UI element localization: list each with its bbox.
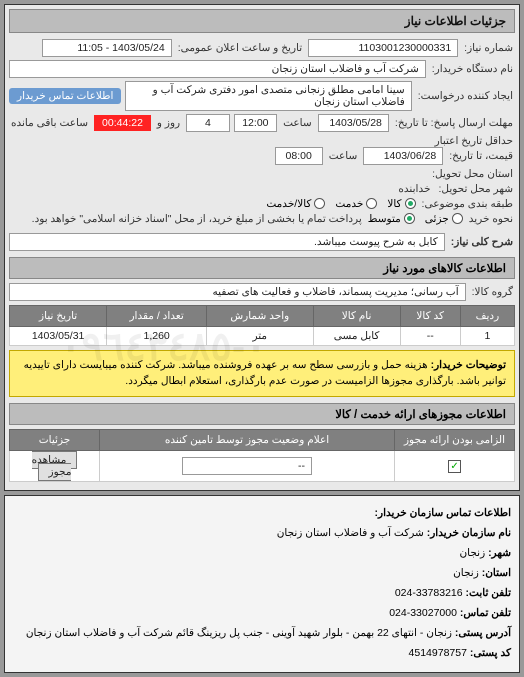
purchase-label: نحوه خرید — [467, 213, 515, 225]
goods-group-value: آب رسانی؛ مدیریت پسماند، فاضلاب و فعالیت… — [9, 283, 466, 301]
contact-province-value: زنجان — [453, 567, 479, 579]
need-number-value: 1103001230000331 — [308, 39, 458, 57]
purchase-opt-mid[interactable]: متوسط — [368, 213, 415, 225]
required-checkbox[interactable] — [448, 460, 461, 473]
contact-org-value: شرکت آب و فاضلاب استان زنجان — [277, 527, 424, 539]
contact-phone-label: تلفن ثابت: — [466, 587, 511, 599]
cell-row: 1 — [460, 326, 514, 345]
section-header-need: جزئیات اطلاعات نیاز — [9, 9, 515, 33]
remain-timer: 00:44:22 — [94, 115, 151, 131]
delivery-city-label: شهر محل تحویل: — [436, 183, 515, 195]
cell-code: -- — [400, 326, 460, 345]
goods-table: ردیف کد کالا نام کالا واحد شمارش تعداد /… — [9, 305, 515, 346]
budget-opt-service-label: خدمت — [335, 198, 363, 210]
col-row: ردیف — [460, 305, 514, 326]
credit-deadline-label2: قیمت، تا تاریخ: — [447, 150, 515, 162]
col-need-date: تاریخ نیاز — [10, 305, 107, 326]
remain-days-label: روز و — [155, 117, 182, 129]
desc-label: شرح کلی نیاز: — [449, 236, 515, 248]
budget-radio-group: کالا خدمت کالا/خدمت — [266, 198, 415, 210]
cell-details: مشاهده مجوز — [10, 451, 100, 482]
requester-value: سینا امامی مطلق زنجانی متصدی امور دفتری … — [125, 81, 411, 111]
budget-opt-both-label: کالا/خدمت — [266, 198, 311, 210]
contact-address-value: زنجان - انتهای 22 بهمن - بلوار شهید آوین… — [26, 627, 452, 639]
credit-date-value: 1403/06/28 — [363, 147, 443, 165]
delivery-city-value: خدابنده — [396, 183, 432, 195]
permits-table: الزامی بودن ارائه مجوز اعلام وضعیت مجوز … — [9, 429, 515, 482]
contact-org-label: نام سازمان خریدار: — [427, 527, 511, 539]
credit-deadline-label1: حداقل تاریخ اعتبار — [433, 135, 515, 148]
need-datetime-label: تاریخ و ساعت اعلان عمومی: — [176, 42, 304, 54]
col-required: الزامی بودن ارائه مجوز — [395, 430, 515, 451]
reply-deadline-label: مهلت ارسال پاسخ: تا تاریخ: — [393, 117, 515, 129]
remain-days-value: 4 — [186, 114, 229, 132]
cell-status: -- — [100, 451, 395, 482]
buyer-contact-link[interactable]: اطلاعات تماس خریدار — [9, 88, 121, 104]
radio-icon — [405, 198, 416, 209]
need-number-label: شماره نیاز: — [462, 42, 515, 54]
cell-required — [395, 451, 515, 482]
permits-header: اطلاعات مجوزهای ارائه خدمت / کالا — [9, 403, 515, 425]
buyer-value: شرکت آب و فاضلاب استان زنجان — [9, 60, 426, 78]
radio-icon — [366, 198, 377, 209]
buyer-note-label: توضیحات خریدار: — [431, 359, 506, 371]
col-status: اعلام وضعیت مجوز توسط تامین کننده — [100, 430, 395, 451]
view-permit-button[interactable]: مشاهده مجوز — [32, 451, 78, 481]
remain-timer-label: ساعت باقی مانده — [9, 117, 90, 129]
purchase-opt-partial[interactable]: جزئی — [425, 213, 463, 225]
need-datetime-value: 1403/05/24 - 11:05 — [42, 39, 172, 57]
cell-need-date: 1403/05/31 — [10, 326, 107, 345]
table-row: -- مشاهده مجوز — [10, 451, 515, 482]
radio-icon — [452, 213, 463, 224]
contact-block: اطلاعات تماس سازمان خریدار: نام سازمان خ… — [4, 495, 520, 673]
purchase-radio-group: جزئی متوسط — [368, 213, 463, 225]
contact-zip-value: 4514978757 — [409, 647, 467, 659]
contact-zip-label: کد پستی: — [470, 647, 511, 659]
contact-fax-value: 33027000-024 — [389, 607, 457, 619]
budget-opt-both[interactable]: کالا/خدمت — [266, 198, 325, 210]
delivery-province-label: استان محل تحویل: — [430, 168, 515, 180]
col-code: کد کالا — [400, 305, 460, 326]
table-row: 1 -- کابل مسی متر 1,260 1403/05/31 — [10, 326, 515, 345]
contact-city-label: شهر: — [488, 547, 511, 559]
contact-address-label: آدرس پستی: — [455, 627, 511, 639]
budget-opt-goods[interactable]: کالا — [387, 198, 415, 210]
credit-time-value: 08:00 — [275, 147, 323, 165]
budget-opt-goods-label: کالا — [387, 198, 401, 210]
purchase-note: پرداخت تمام یا بخشی از مبلغ خرید، از محل… — [30, 213, 364, 225]
contact-province-label: استان: — [482, 567, 511, 579]
col-qty: تعداد / مقدار — [107, 305, 207, 326]
buyer-label: نام دستگاه خریدار: — [430, 63, 515, 75]
col-unit: واحد شمارش — [207, 305, 314, 326]
budget-opt-service[interactable]: خدمت — [335, 198, 377, 210]
goods-group-label: گروه کالا: — [470, 286, 515, 298]
requester-label: ایجاد کننده درخواست: — [416, 90, 515, 102]
reply-time-value: 12:00 — [234, 114, 277, 132]
goods-header: اطلاعات کالاهای مورد نیاز — [9, 257, 515, 279]
reply-time-label: ساعت — [281, 117, 314, 129]
contact-fax-label: تلفن تماس: — [460, 607, 511, 619]
status-select[interactable]: -- — [182, 457, 312, 475]
buyer-note-box: توضیحات خریدار: هزینه حمل و بازرسی سطح س… — [9, 350, 515, 398]
cell-qty: 1,260 — [107, 326, 207, 345]
col-details: جزئیات — [10, 430, 100, 451]
contact-header: اطلاعات تماس سازمان خریدار: — [13, 504, 511, 524]
col-name: نام کالا — [313, 305, 400, 326]
table-header-row: ردیف کد کالا نام کالا واحد شمارش تعداد /… — [10, 305, 515, 326]
contact-city-value: زنجان — [459, 547, 485, 559]
cell-name: کابل مسی — [313, 326, 400, 345]
contact-phone-value: 33783216-024 — [395, 587, 463, 599]
cell-unit: متر — [207, 326, 314, 345]
purchase-opt-mid-label: متوسط — [368, 213, 401, 225]
credit-time-label: ساعت — [327, 150, 360, 162]
radio-icon — [314, 198, 325, 209]
reply-date-value: 1403/05/28 — [318, 114, 389, 132]
desc-text: کابل به شرح پیوست میباشد. — [9, 233, 445, 251]
table-header-row: الزامی بودن ارائه مجوز اعلام وضعیت مجوز … — [10, 430, 515, 451]
purchase-opt-partial-label: جزئی — [425, 213, 449, 225]
budget-label: طبقه بندی موضوعی: — [420, 198, 515, 210]
radio-icon — [404, 213, 415, 224]
